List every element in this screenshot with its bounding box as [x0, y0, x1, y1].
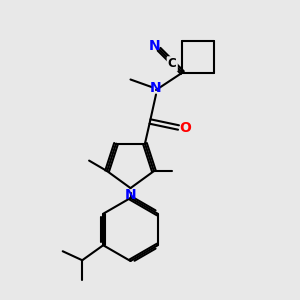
Text: N: N	[149, 82, 161, 95]
Text: N: N	[149, 39, 161, 53]
Text: C: C	[168, 57, 177, 70]
Text: N: N	[125, 188, 136, 202]
Text: O: O	[179, 121, 191, 134]
